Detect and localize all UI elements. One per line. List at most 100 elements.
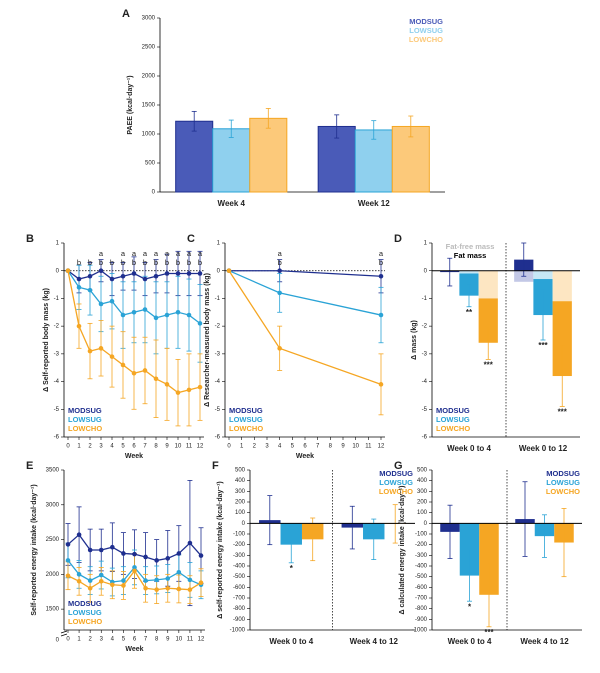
significance-letter: a (278, 249, 283, 258)
point (132, 551, 137, 557)
y-tick-label: -700 (233, 596, 246, 602)
y-tick-label: -1000 (412, 628, 428, 634)
y-tick-label: 3000 (46, 502, 60, 508)
axis-break (60, 633, 68, 637)
point (87, 547, 93, 553)
panel-letter: A (122, 8, 130, 20)
point (76, 276, 82, 282)
significance-letter: a (99, 249, 104, 258)
point (164, 271, 170, 276)
axis-break (60, 630, 68, 634)
legend-label: LOWSUG (409, 26, 443, 35)
x-tick-label: 8 (329, 444, 333, 450)
x-tick-label: 7 (143, 444, 147, 450)
y-tick-label: -500 (415, 574, 428, 580)
significance: *** (558, 408, 568, 417)
y-tick-label: -200 (415, 542, 428, 548)
y-tick-label: -300 (233, 553, 246, 559)
x-tick-label: Week 0 to 12 (519, 444, 568, 453)
point (131, 370, 137, 376)
x-tick-label: 10 (175, 637, 182, 643)
significance-letter: b (121, 258, 125, 267)
point (98, 346, 104, 351)
y-tick-label: 500 (145, 161, 156, 167)
bar-fat-free (533, 270, 553, 280)
y-tick-label: -900 (233, 617, 246, 623)
significance-letter: b (143, 258, 147, 267)
x-tick-label: 1 (77, 444, 81, 450)
x-tick-label: 10 (175, 444, 182, 450)
point (120, 273, 126, 279)
y-tick-label: 1500 (142, 103, 156, 109)
panel-letter: C (187, 233, 195, 245)
significance-letter: b (379, 258, 383, 267)
significance-letter: b (176, 258, 180, 267)
significance-letter: b (278, 258, 282, 267)
significance-letter: b (154, 258, 158, 267)
y-tick-label: -100 (415, 532, 428, 538)
significance: *** (538, 341, 548, 350)
panel-letter: F (212, 460, 219, 472)
legend-label: LOWSUG (436, 415, 470, 424)
significance-letter: b (77, 258, 81, 267)
bar (552, 301, 572, 377)
y-tick-label: 0 (56, 268, 60, 274)
y-tick-label: 2500 (46, 537, 60, 543)
panel-letter: E (26, 460, 33, 472)
point (143, 554, 148, 560)
y-tick-label: -2 (54, 324, 60, 330)
point (132, 565, 137, 570)
point (186, 271, 192, 276)
y-tick-label: -4 (54, 379, 60, 385)
x-tick-label: Week 4 to 12 (520, 637, 569, 646)
x-tick-label: Week 0 to 4 (447, 444, 491, 453)
point (120, 312, 126, 318)
significance: * (290, 564, 294, 573)
y-tick-label: 0 (242, 521, 246, 527)
x-tick-label: 2 (88, 637, 92, 643)
legend-label: MODSUG (68, 406, 102, 415)
point (109, 298, 115, 304)
y-tick-label: 1 (217, 241, 221, 247)
y-axis-label: Δ Self-reported body mass (kg) (43, 288, 50, 392)
y-tick-label: -3 (422, 351, 428, 357)
y-tick-label: -4 (215, 379, 221, 385)
point (378, 382, 384, 387)
x-tick-label: Week 0 to 4 (269, 637, 313, 646)
significance-letter: b (99, 258, 103, 267)
y-tick-label: 500 (235, 468, 246, 474)
y-tick-label: -2 (422, 324, 428, 330)
y-tick-label: -2 (215, 324, 221, 330)
panel-letter: D (394, 233, 402, 245)
legend-label: MODSUG (546, 469, 580, 478)
x-tick-label: 6 (133, 637, 137, 643)
point (154, 577, 159, 583)
point (109, 354, 115, 359)
significance-letter: a (187, 249, 192, 258)
significance: *** (484, 361, 494, 370)
x-tick-label: 2 (253, 444, 257, 450)
panel-letter: B (26, 233, 34, 245)
y-tick-label: -6 (215, 435, 221, 441)
point (154, 587, 159, 592)
y-tick-label: -600 (233, 585, 246, 591)
point (176, 551, 182, 556)
x-tick-label: Week 0 to 4 (448, 637, 492, 646)
x-tick-label: 3 (265, 444, 269, 450)
point (153, 315, 159, 321)
y-tick-label: 2000 (46, 572, 60, 578)
legend-label: LOWSUG (546, 478, 580, 487)
point (142, 276, 148, 282)
point (121, 551, 126, 556)
bar-fat-free (552, 270, 572, 302)
y-tick-label: 1 (56, 241, 60, 247)
legend-label: LOWCHO (546, 487, 580, 496)
point (186, 387, 192, 393)
x-tick-label: Week 12 (358, 199, 390, 208)
y-axis-label: Δ mass (kg) (411, 320, 418, 360)
point (98, 301, 104, 307)
point (98, 268, 104, 274)
x-tick-label: 0 (66, 637, 70, 643)
series-line (228, 270, 382, 385)
point (87, 273, 93, 279)
